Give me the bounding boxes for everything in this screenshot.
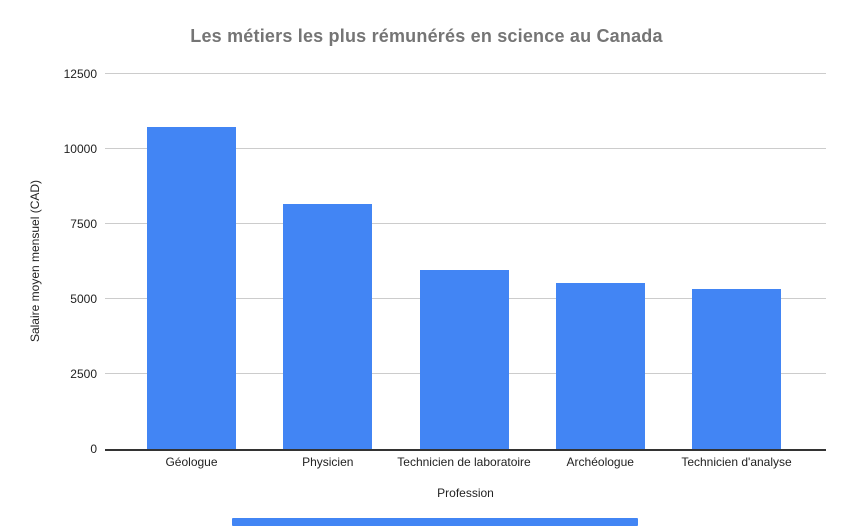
x-category-label: Archéologue — [566, 455, 634, 469]
horizontal-scrollbar-thumb[interactable] — [232, 518, 638, 526]
gridline-10000 — [105, 148, 826, 149]
y-tick-label-5000: 5000 — [70, 292, 97, 306]
y-tick-label-12500: 12500 — [63, 67, 97, 81]
bar-physicien — [283, 204, 373, 449]
chart-title: Les métiers les plus rémunérés en scienc… — [190, 26, 663, 46]
gridline-12500 — [105, 73, 826, 74]
plot-area — [105, 73, 826, 451]
x-category-label: Technicien de laboratoire — [397, 455, 531, 469]
x-category-label: Géologue — [165, 455, 218, 469]
bar-g-ologue — [147, 127, 236, 449]
y-tick-label-0: 0 — [90, 442, 97, 456]
bar-technicien-de-laboratoire — [419, 269, 509, 449]
x-axis-title: Profession — [437, 486, 494, 500]
x-category-label: Technicien d'analyse — [681, 455, 792, 469]
x-category-label: Physicien — [302, 455, 354, 469]
bar-arch-ologue — [555, 283, 645, 449]
gridline-7500 — [105, 223, 826, 224]
y-axis-title: Salaire moyen mensuel (CAD) — [28, 179, 42, 343]
y-tick-label-2500: 2500 — [70, 367, 97, 381]
y-tick-label-7500: 7500 — [70, 217, 97, 231]
y-tick-label-10000: 10000 — [63, 142, 97, 156]
bar-technicien-d-analyse — [692, 288, 781, 449]
